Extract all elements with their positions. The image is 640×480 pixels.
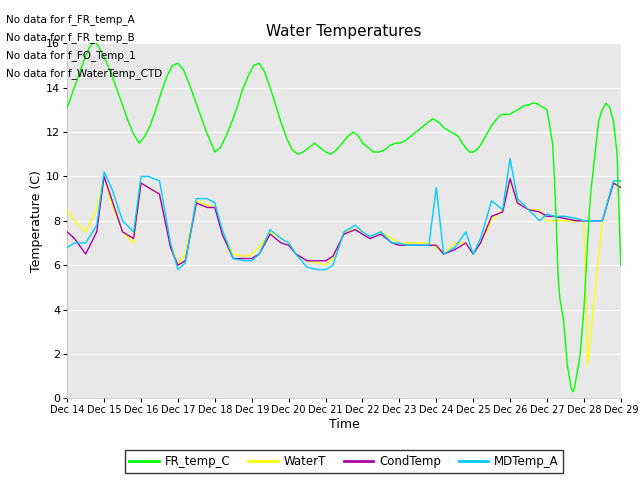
Line: FR_temp_C: FR_temp_C	[67, 41, 621, 392]
Line: WaterT: WaterT	[67, 176, 621, 365]
FR_temp_C	[294, 151, 301, 157]
Text: No data for f_FO_Temp_1: No data for f_FO_Temp_1	[6, 50, 136, 61]
Text: No data for f_FR_temp_B: No data for f_FR_temp_B	[6, 32, 135, 43]
CondTemp	[617, 185, 625, 191]
CondTemp	[255, 251, 263, 257]
FR_temp_C	[349, 129, 357, 135]
MDTemp_A	[617, 178, 625, 184]
Text: No data for f_FR_temp_A: No data for f_FR_temp_A	[6, 13, 135, 24]
FR_temp_C	[91, 38, 99, 44]
MDTemp_A	[156, 178, 163, 184]
WaterT	[63, 207, 71, 213]
MDTemp_A	[248, 258, 255, 264]
FR_temp_C	[63, 105, 71, 110]
X-axis label: Time: Time	[328, 418, 360, 431]
MDTemp_A	[63, 245, 71, 251]
FR_temp_C	[569, 389, 577, 395]
MDTemp_A	[174, 267, 182, 273]
Text: No data for f_WaterTemp_CTD: No data for f_WaterTemp_CTD	[6, 68, 163, 79]
FR_temp_C	[617, 262, 625, 268]
MDTemp_A	[255, 251, 263, 257]
FR_temp_C	[135, 140, 143, 146]
WaterT	[100, 173, 108, 179]
CondTemp	[218, 231, 226, 237]
MDTemp_A	[506, 156, 514, 161]
WaterT	[552, 218, 560, 224]
MDTemp_A	[414, 242, 422, 248]
CondTemp	[63, 229, 71, 235]
CondTemp	[166, 245, 174, 251]
WaterT	[598, 218, 606, 224]
WaterT	[211, 204, 219, 210]
WaterT	[248, 251, 255, 257]
WaterT	[617, 178, 625, 184]
CondTemp	[174, 262, 182, 268]
CondTemp	[100, 173, 108, 179]
FR_temp_C	[429, 116, 436, 121]
WaterT	[322, 262, 330, 268]
MDTemp_A	[211, 200, 219, 206]
FR_temp_C	[333, 147, 340, 153]
Y-axis label: Temperature (C): Temperature (C)	[30, 170, 44, 272]
CondTemp	[241, 256, 248, 262]
Line: MDTemp_A: MDTemp_A	[67, 158, 621, 270]
Title: Water Temperatures: Water Temperatures	[266, 24, 422, 39]
Line: CondTemp: CondTemp	[67, 176, 621, 265]
FR_temp_C	[547, 129, 554, 135]
MDTemp_A	[229, 256, 237, 262]
CondTemp	[266, 231, 274, 237]
WaterT	[377, 229, 385, 235]
Legend: FR_temp_C, WaterT, CondTemp, MDTemp_A: FR_temp_C, WaterT, CondTemp, MDTemp_A	[125, 450, 563, 473]
WaterT	[584, 362, 591, 368]
CondTemp	[425, 242, 433, 248]
